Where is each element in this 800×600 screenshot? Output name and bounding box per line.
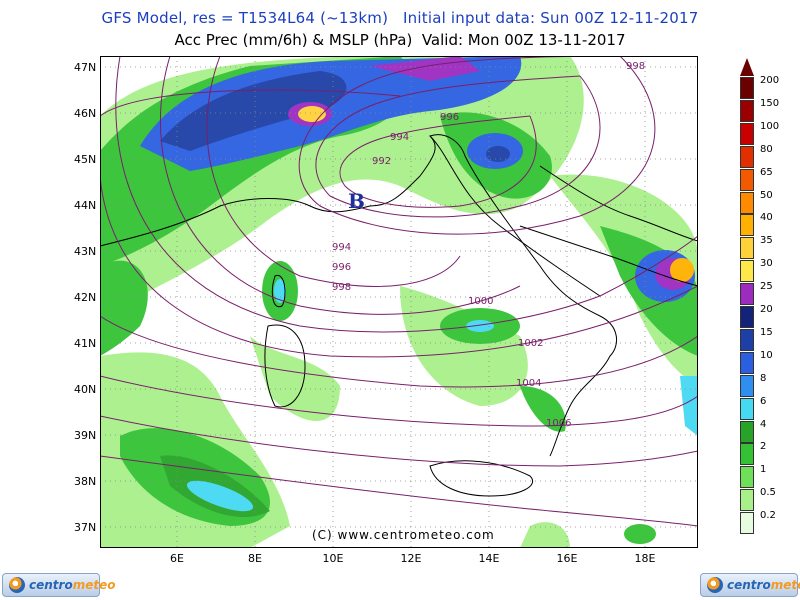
- legend-color-box: [740, 237, 754, 260]
- legend-label: 0.2: [760, 510, 776, 522]
- legend-arrow-icon: [740, 58, 754, 76]
- lat-label: 45N: [74, 153, 97, 166]
- legend-label: 50: [760, 189, 773, 201]
- legend-label: 1: [760, 464, 767, 476]
- legend-label: 8: [760, 372, 767, 384]
- isobars: [100, 56, 698, 527]
- legend-color-box: [740, 512, 754, 535]
- legend-label: 0.5: [760, 487, 776, 499]
- lat-label: 37N: [74, 521, 97, 534]
- legend-color-box: [740, 351, 754, 374]
- lat-label: 42N: [74, 291, 97, 304]
- legend-label: 100: [760, 120, 780, 132]
- legend-color-box: [740, 77, 754, 99]
- legend-label: 10: [760, 349, 773, 361]
- legend-label: 200: [760, 75, 780, 86]
- lon-label: 12E: [400, 552, 422, 565]
- precipitation-map: 998 996 994 992 994 996 998 1000 1002 10…: [100, 56, 698, 548]
- low-pressure-marker: B: [348, 189, 365, 213]
- legend-label: 6: [760, 395, 767, 407]
- legend-label: 40: [760, 212, 773, 224]
- legend-color-box: [740, 306, 754, 328]
- legend-color-box: [740, 145, 754, 168]
- isobar-label: 996: [332, 262, 351, 273]
- legend-color-box: [740, 397, 754, 420]
- lon-label: 10E: [322, 552, 344, 565]
- lat-label: 38N: [74, 475, 97, 488]
- legend-color-box: [740, 122, 754, 145]
- lat-label: 46N: [74, 107, 97, 120]
- lat-label: 43N: [74, 245, 97, 258]
- legend-label: 4: [760, 418, 767, 430]
- legend-color-box: [740, 214, 754, 237]
- lat-label: 40N: [74, 383, 97, 396]
- isobar-label: 994: [390, 132, 409, 143]
- lon-label: 14E: [478, 552, 500, 565]
- legend-color-box: [740, 99, 754, 122]
- legend-label: 80: [760, 143, 773, 155]
- legend-color-box: [740, 374, 754, 397]
- legend-label: 30: [760, 258, 773, 270]
- lat-label: 41N: [74, 337, 97, 350]
- title-line-1: GFS Model, res = T1534L64 (~13km) Initia…: [101, 9, 699, 27]
- legend-color-box: [740, 420, 754, 443]
- lon-label: 6E: [170, 552, 184, 565]
- legend-color-box: [740, 283, 754, 306]
- isobar-label: 994: [332, 242, 351, 253]
- isobar-label: 1000: [468, 296, 493, 307]
- centrometeo-logo-right[interactable]: centrometeo: [700, 573, 800, 597]
- globe-icon: [9, 577, 25, 593]
- lon-label: 16E: [556, 552, 578, 565]
- lat-label: 39N: [74, 429, 97, 442]
- legend-label: 150: [760, 97, 780, 109]
- legend-color-box: [740, 168, 754, 191]
- legend-label: 20: [760, 304, 773, 315]
- isobar-label: 996: [440, 112, 459, 123]
- copyright-text: (C) www.centrometeo.com: [312, 528, 495, 542]
- isobar-label: 992: [372, 156, 391, 167]
- globe-icon: [707, 577, 723, 593]
- coastlines: [100, 134, 698, 497]
- legend-color-box: [740, 191, 754, 214]
- lat-label: 44N: [74, 199, 97, 212]
- legend-label: 15: [760, 326, 773, 338]
- isobar-label: 1002: [518, 338, 543, 349]
- isobar-label: 1004: [516, 378, 541, 389]
- isobar-label: 998: [626, 61, 645, 72]
- centrometeo-logo-left[interactable]: centrometeo: [2, 573, 115, 597]
- legend-color-box: [740, 489, 754, 512]
- isobar-labels: 998 996 994 992 994 996 998 1000 1002 10…: [332, 61, 645, 429]
- legend-label: 2: [760, 441, 767, 453]
- legend-color-box: [740, 328, 754, 351]
- isobar-label: 1006: [546, 418, 571, 429]
- title-line-2: Acc Prec (mm/6h) & MSLP (hPa) Valid: Mon…: [174, 31, 626, 49]
- legend-color-box: [740, 260, 754, 283]
- legend-label: 25: [760, 281, 773, 293]
- lon-label: 18E: [634, 552, 656, 565]
- lon-label: 8E: [248, 552, 262, 565]
- legend-label: 35: [760, 235, 773, 247]
- legend-color-box: [740, 466, 754, 489]
- isobar-label: 998: [332, 282, 351, 293]
- legend-color-box: [740, 443, 754, 466]
- lat-label: 47N: [74, 61, 97, 74]
- legend-label: 65: [760, 166, 773, 178]
